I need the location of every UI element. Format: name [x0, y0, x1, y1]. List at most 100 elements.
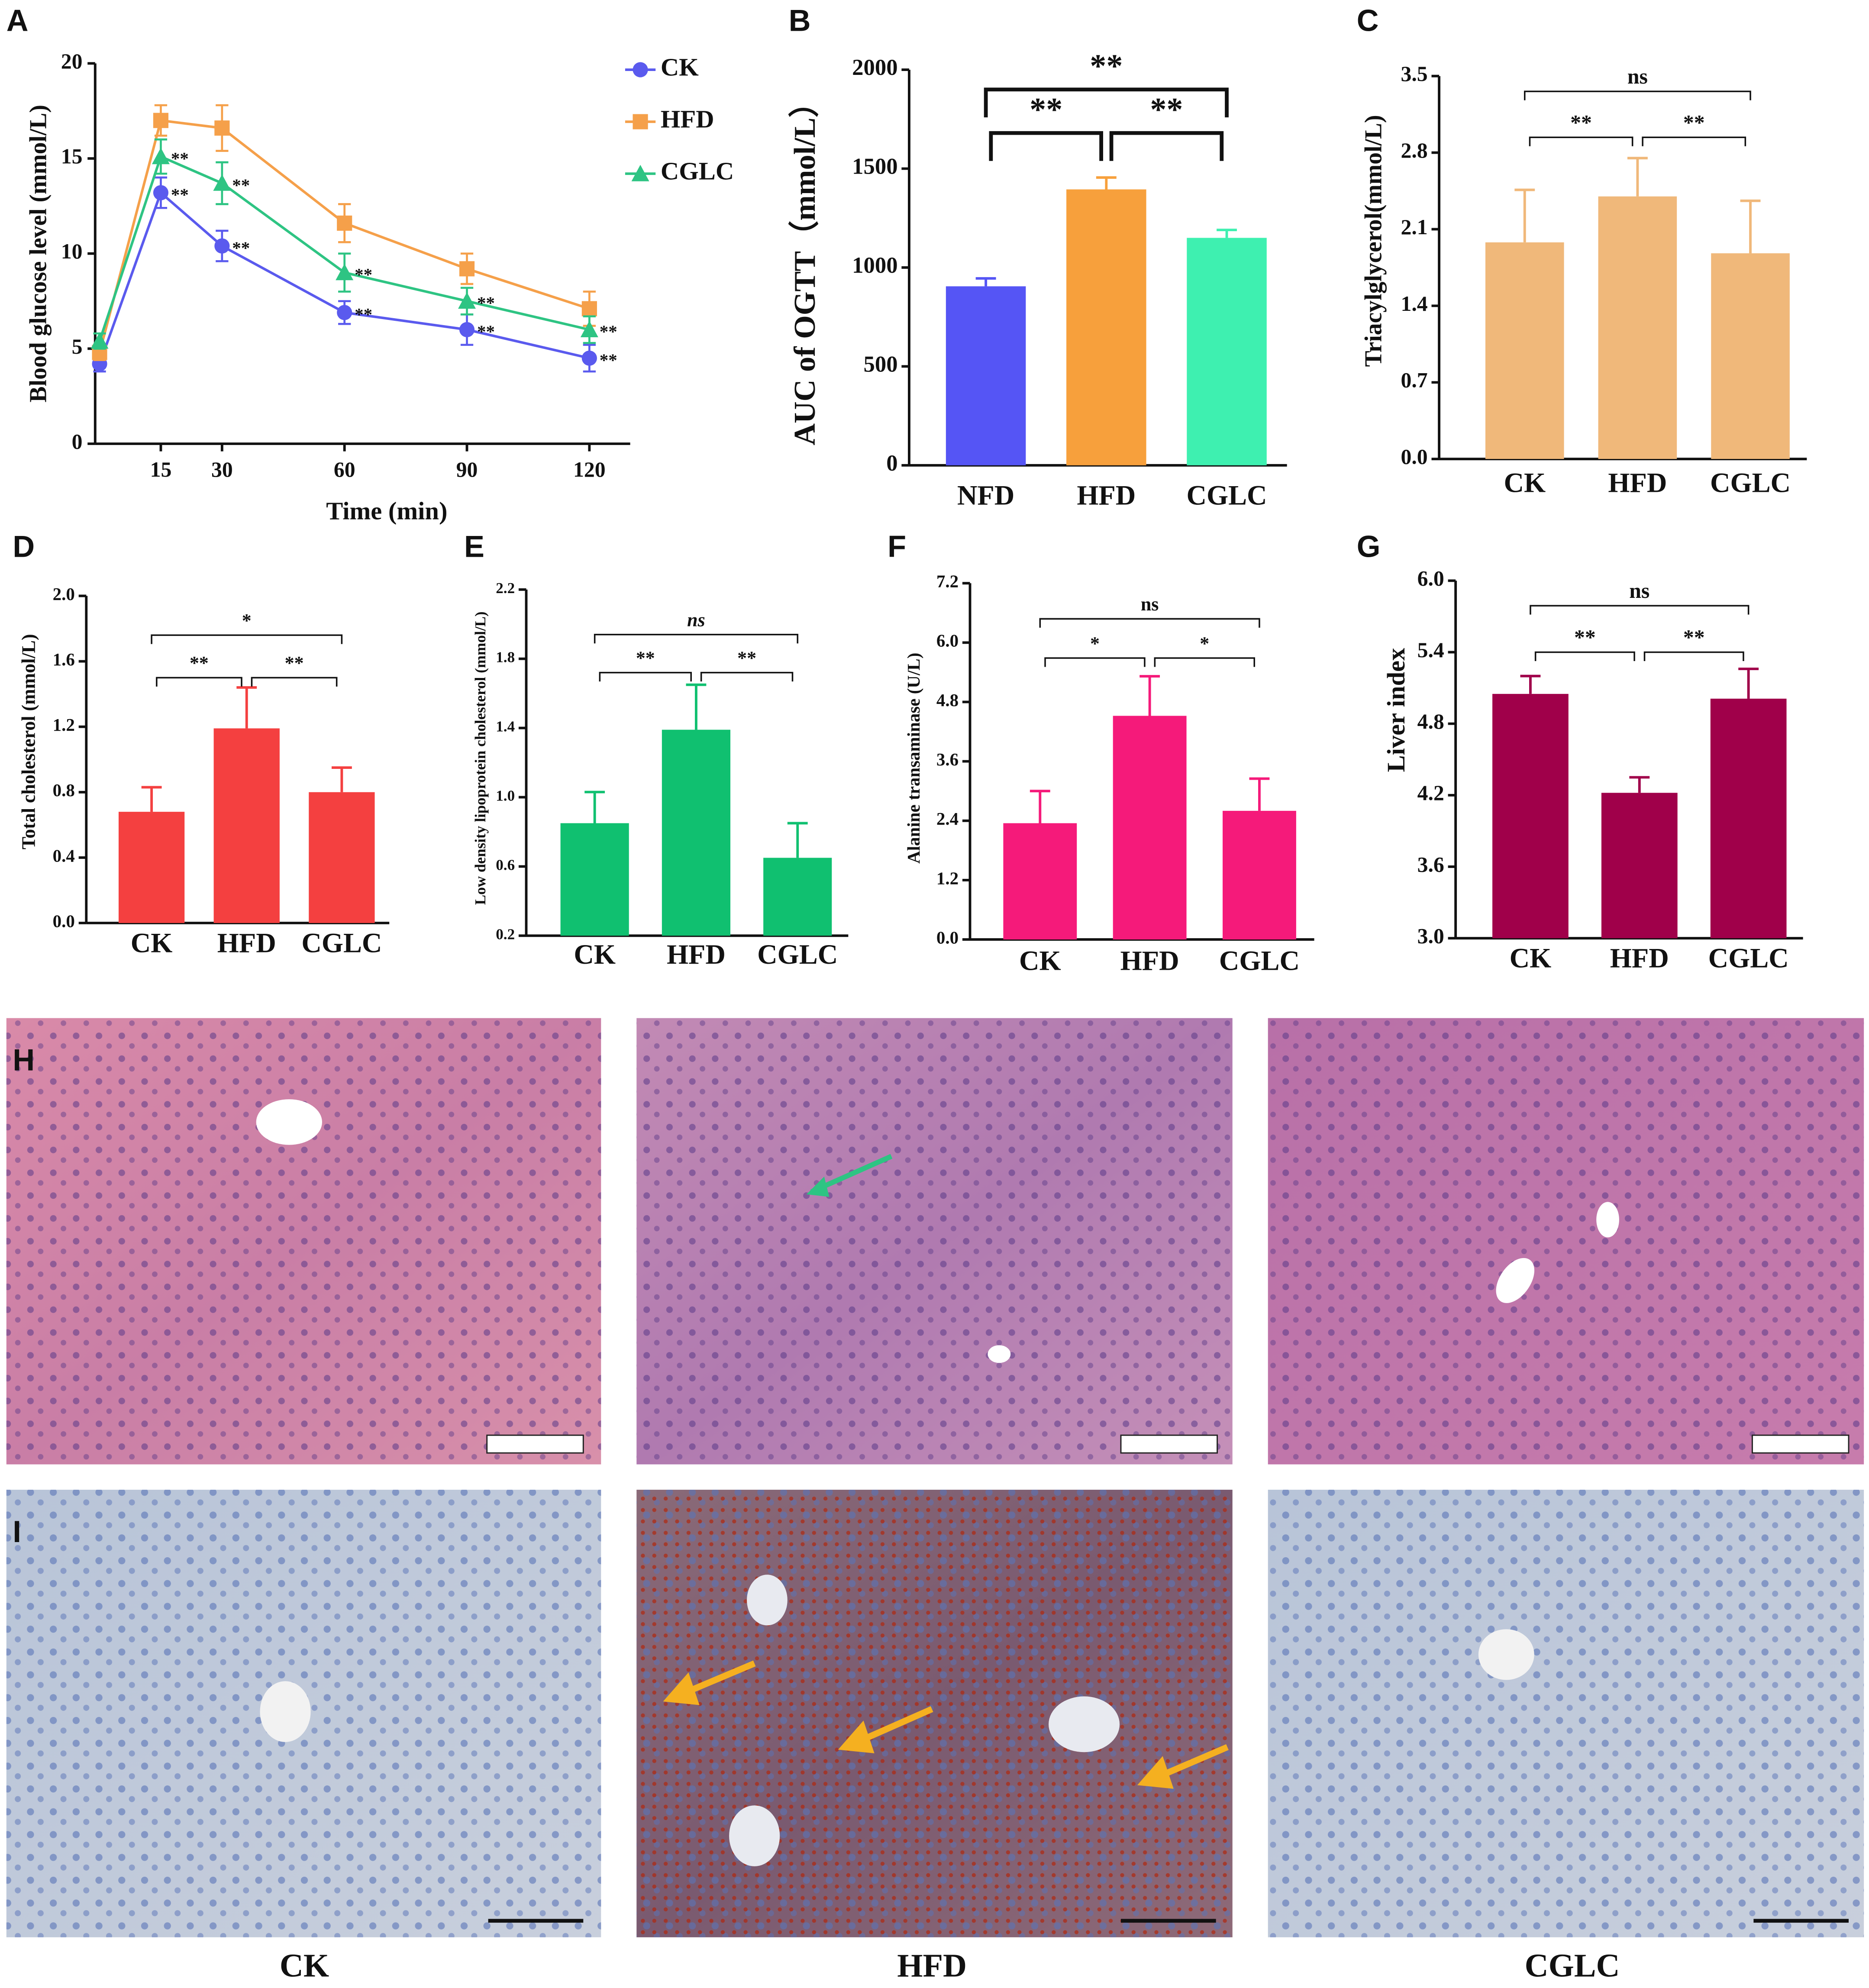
significance-label: **	[190, 652, 209, 674]
y-tick-label: 0.8	[53, 780, 75, 800]
y-tick-label: 3.5	[1401, 62, 1427, 86]
x-axis-label: Time (min)	[326, 497, 447, 525]
panel-label: I	[13, 1514, 21, 1549]
significance-bracket	[251, 677, 338, 687]
x-tick-label: CK	[1019, 945, 1061, 976]
x-tick-label: CGLC	[1186, 480, 1267, 511]
bar	[1601, 793, 1678, 939]
vessel	[260, 1681, 311, 1742]
x-tick-label: CGLC	[1708, 943, 1789, 974]
error-bar	[1139, 675, 1160, 716]
error-bar	[1249, 777, 1270, 811]
significance-bracket	[1044, 657, 1146, 667]
y-tick-label: 4.8	[936, 690, 959, 710]
y-tick-label: 3.6	[1417, 852, 1444, 876]
significance-label: **	[636, 647, 655, 668]
y-tick-label: 2.8	[1401, 139, 1427, 162]
y-tick-label: 1.0	[496, 787, 515, 804]
panel-label: D	[13, 529, 35, 564]
x-tick-label: HFD	[1608, 467, 1667, 498]
lipid-texture	[636, 1490, 1233, 1937]
y-axis-label: Low density lipoprotein cholesterol (mmo…	[472, 611, 489, 905]
significance-bracket	[700, 671, 794, 682]
vessel	[1496, 1258, 1535, 1303]
point	[153, 185, 169, 200]
error-bar	[1514, 188, 1535, 242]
y-tick-label: 10	[61, 239, 83, 263]
legend-marker	[633, 114, 648, 129]
significance-label: *	[1200, 633, 1209, 654]
bar	[1223, 810, 1296, 940]
bar	[1598, 196, 1677, 459]
significance-label: **	[1683, 110, 1705, 134]
significance-label: **	[285, 652, 304, 674]
y-tick-label: 1.2	[936, 868, 959, 888]
error-bar	[1096, 176, 1117, 190]
y-tick-label: 4.2	[1417, 781, 1444, 805]
point	[581, 350, 597, 366]
bar	[118, 812, 185, 923]
point	[153, 113, 169, 128]
significance: **	[171, 148, 189, 168]
y-axis-label: Alanine transaminase (U/L)	[904, 653, 923, 864]
point	[213, 174, 231, 191]
x-tick-label: 30	[211, 458, 233, 481]
significance-bracket	[599, 671, 692, 682]
y-axis-label: Blood glucose level (mmol/L)	[25, 105, 52, 403]
error-bar	[236, 686, 257, 729]
point	[337, 305, 352, 320]
bar	[1711, 253, 1790, 459]
y-tick-label: 1.4	[1401, 292, 1427, 316]
bar	[1492, 694, 1569, 939]
bar	[1003, 823, 1077, 940]
significance-label: *	[1090, 633, 1100, 654]
vessel	[1478, 1629, 1534, 1680]
y-tick-label: 6.0	[936, 631, 959, 651]
y-tick-label: 1.2	[53, 715, 75, 735]
y-axis-label: Liver index	[1382, 648, 1410, 772]
y-tick-label: 1.6	[53, 649, 75, 669]
y-tick-label: 5	[72, 335, 83, 358]
significance-bracket	[151, 634, 343, 644]
legend-marker	[631, 165, 649, 181]
error-bar	[584, 791, 605, 823]
y-tick-label: 0.7	[1401, 368, 1427, 392]
significance: **	[600, 350, 617, 370]
significance-bracket	[1109, 131, 1224, 161]
vessel	[747, 1575, 788, 1626]
point	[214, 238, 230, 254]
significance: **	[171, 184, 189, 204]
vessel	[256, 1099, 322, 1145]
scale-bars	[486, 1434, 1850, 1454]
point	[459, 322, 475, 337]
bar	[1710, 698, 1787, 939]
point	[336, 264, 354, 281]
y-tick-label: 3.0	[1417, 924, 1444, 948]
bar	[1113, 716, 1187, 940]
error-bar	[975, 277, 996, 287]
x-tick-label: CK	[1510, 943, 1552, 974]
vessel	[988, 1345, 1011, 1363]
significance-bracket	[1643, 651, 1744, 661]
significance-bracket	[1530, 605, 1750, 615]
y-tick-label: 4.8	[1417, 710, 1444, 733]
y-tick-label: 0.4	[53, 846, 75, 865]
significance: **	[232, 175, 250, 195]
arrow-head	[806, 1176, 830, 1197]
y-tick-label: 7.2	[936, 571, 959, 591]
bar	[946, 286, 1026, 465]
error-bar	[331, 766, 352, 792]
x-tick-label: NFD	[957, 480, 1014, 511]
significance-label: *	[242, 610, 252, 631]
legend-label: CK	[661, 53, 699, 81]
y-tick-label: 0.0	[936, 927, 959, 947]
x-tick-label: HFD	[667, 939, 726, 970]
series-line	[98, 155, 590, 342]
point	[581, 301, 597, 316]
image-label: CK	[280, 1948, 329, 1984]
x-tick-label: CGLC	[1710, 467, 1791, 498]
vessel	[729, 1805, 780, 1866]
point	[152, 148, 170, 165]
error-bar	[1030, 790, 1050, 823]
